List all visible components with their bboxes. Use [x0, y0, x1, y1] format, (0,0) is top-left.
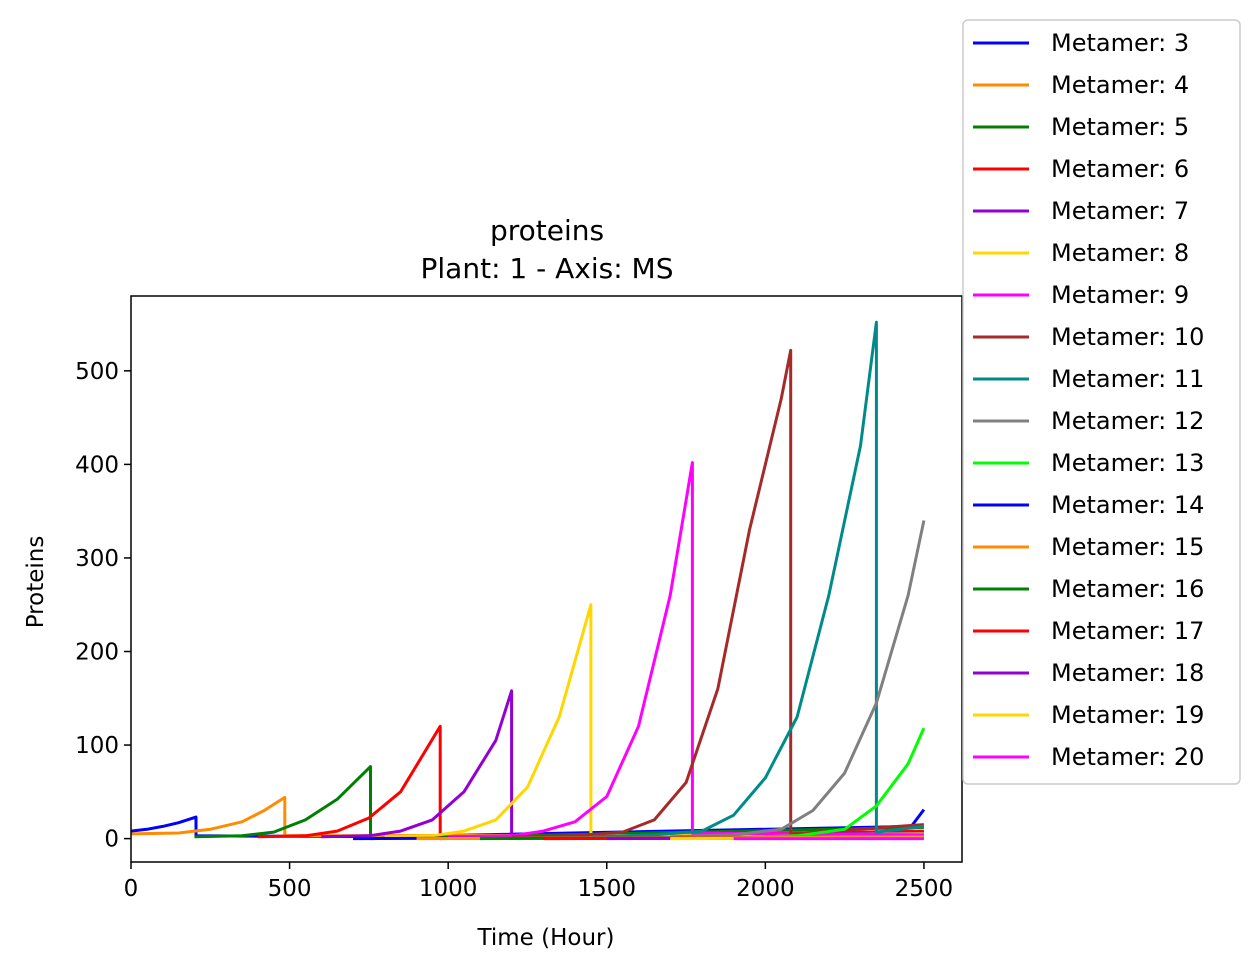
x-tick-label: 2500	[895, 876, 954, 902]
legend-label: Metamer: 18	[1051, 659, 1204, 687]
y-tick-label: 100	[75, 733, 119, 759]
y-tick-label: 500	[75, 359, 119, 385]
x-axis: 0 500 1000 1500 2000 2500	[124, 862, 954, 902]
legend-label: Metamer: 12	[1051, 407, 1204, 435]
chart-title: proteins	[490, 214, 604, 247]
y-tick-label: 0	[104, 827, 119, 853]
legend-label: Metamer: 16	[1051, 575, 1204, 603]
legend: Metamer: 3 Metamer: 4 Metamer: 5 Metamer: 6…	[962, 19, 1241, 785]
legend-label: Metamer: 17	[1051, 617, 1204, 645]
series-line-5	[194, 765, 924, 841]
y-tick-label: 200	[75, 640, 119, 666]
x-tick-label: 500	[268, 876, 312, 902]
series-line-9	[448, 461, 924, 839]
legend-label: Metamer: 20	[1051, 743, 1204, 771]
chart-title-group: proteins Plant: 1 - Axis: MS	[421, 214, 674, 285]
plot-frame	[130, 295, 963, 863]
series-line-10	[511, 348, 925, 839]
legend-label: Metamer: 4	[1051, 71, 1189, 99]
y-axis: 0 100 200 300 400 500	[75, 359, 131, 853]
legend-label: Metamer: 19	[1051, 701, 1204, 729]
legend-label: Metamer: 14	[1051, 491, 1204, 519]
series-line-6	[257, 724, 924, 841]
y-axis-label: Proteins	[23, 536, 49, 629]
x-tick-label: 1000	[419, 876, 478, 902]
legend-box	[962, 19, 1241, 785]
plot-lines	[130, 320, 926, 841]
x-axis-label: Time (Hour)	[477, 925, 615, 951]
series-line-8	[384, 603, 924, 839]
legend-label: Metamer: 7	[1051, 197, 1189, 225]
y-tick-label: 400	[75, 452, 119, 478]
series-line-11	[590, 320, 925, 839]
legend-label: Metamer: 6	[1051, 155, 1189, 183]
legend-label: Metamer: 10	[1051, 323, 1204, 351]
x-tick-label: 0	[124, 876, 139, 902]
series-line-12	[670, 520, 926, 839]
legend-label: Metamer: 8	[1051, 239, 1189, 267]
legend-label: Metamer: 9	[1051, 281, 1189, 309]
legend-label: Metamer: 5	[1051, 113, 1189, 141]
x-tick-label: 1500	[577, 876, 636, 902]
chart-subtitle: Plant: 1 - Axis: MS	[421, 252, 674, 285]
y-tick-label: 300	[75, 546, 119, 572]
legend-label: Metamer: 15	[1051, 533, 1204, 561]
x-tick-label: 2000	[736, 876, 795, 902]
legend-label: Metamer: 13	[1051, 449, 1204, 477]
legend-label: Metamer: 11	[1051, 365, 1204, 393]
legend-label: Metamer: 3	[1051, 29, 1189, 57]
series-line-7	[321, 689, 924, 839]
